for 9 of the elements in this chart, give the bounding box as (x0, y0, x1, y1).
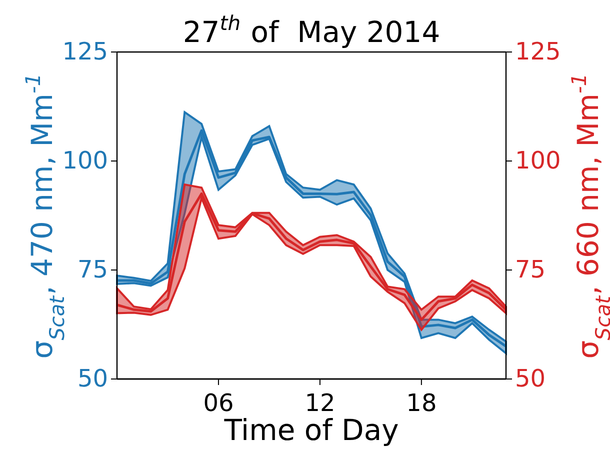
y2-tick-label: 75 (515, 256, 546, 284)
y2-tick-label: 100 (515, 146, 561, 175)
x-tick-label: 18 (406, 388, 437, 417)
y-tick-label: 75 (77, 256, 108, 284)
y2-tick-label: 50 (515, 364, 546, 393)
y-tick-label: 50 (77, 364, 108, 393)
y2-tick-label: 125 (515, 38, 561, 66)
chart-title: 27$^{th}$ of May 2014 (182, 11, 440, 49)
y-tick-label: 125 (62, 38, 108, 66)
